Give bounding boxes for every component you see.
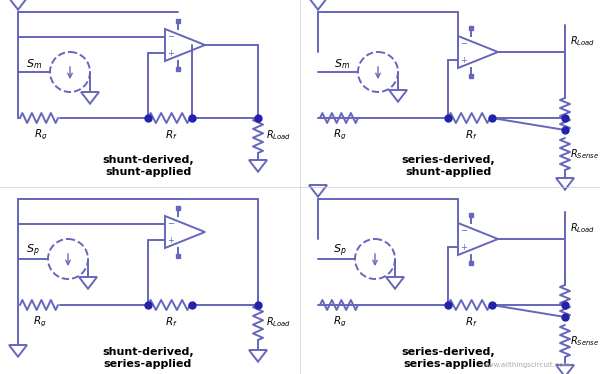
Text: $R_{Load}$: $R_{Load}$ [570,221,595,235]
Text: $S_{p}$: $S_{p}$ [26,243,40,259]
Text: $R_g$: $R_g$ [34,128,48,142]
Text: $S_{m}$: $S_{m}$ [26,57,42,71]
Text: $R_g$: $R_g$ [33,315,47,329]
Text: $R_{Load}$: $R_{Load}$ [266,315,291,329]
Text: series-derived,
series-applied: series-derived, series-applied [401,347,495,369]
Text: $R_f$: $R_f$ [164,315,178,329]
Text: −: − [461,227,467,236]
Text: −: − [167,33,175,42]
Text: $R_f$: $R_f$ [464,128,478,142]
Text: $R_f$: $R_f$ [164,128,178,142]
Text: −: − [461,40,467,49]
Text: shunt-derived,
series-applied: shunt-derived, series-applied [102,347,194,369]
Text: $R_{Sense}$: $R_{Sense}$ [570,334,599,348]
Text: series-derived,
shunt-applied: series-derived, shunt-applied [401,155,495,177]
Text: +: + [461,55,467,64]
Text: $S_{m}$: $S_{m}$ [334,57,350,71]
Text: $R_f$: $R_f$ [464,315,478,329]
Text: +: + [167,236,175,245]
Text: shunt-derived,
shunt-applied: shunt-derived, shunt-applied [102,155,194,177]
Text: $S_{p}$: $S_{p}$ [334,243,347,259]
Text: www.allthingscircuit.com: www.allthingscircuit.com [482,362,570,368]
Text: $R_g$: $R_g$ [333,128,347,142]
Text: $R_{Sense}$: $R_{Sense}$ [570,147,599,161]
Text: +: + [461,242,467,251]
Text: $R_{Load}$: $R_{Load}$ [570,34,595,48]
Text: $R_g$: $R_g$ [333,315,347,329]
Text: −: − [167,220,175,229]
Text: $R_{Load}$: $R_{Load}$ [266,128,291,142]
Text: +: + [167,49,175,58]
